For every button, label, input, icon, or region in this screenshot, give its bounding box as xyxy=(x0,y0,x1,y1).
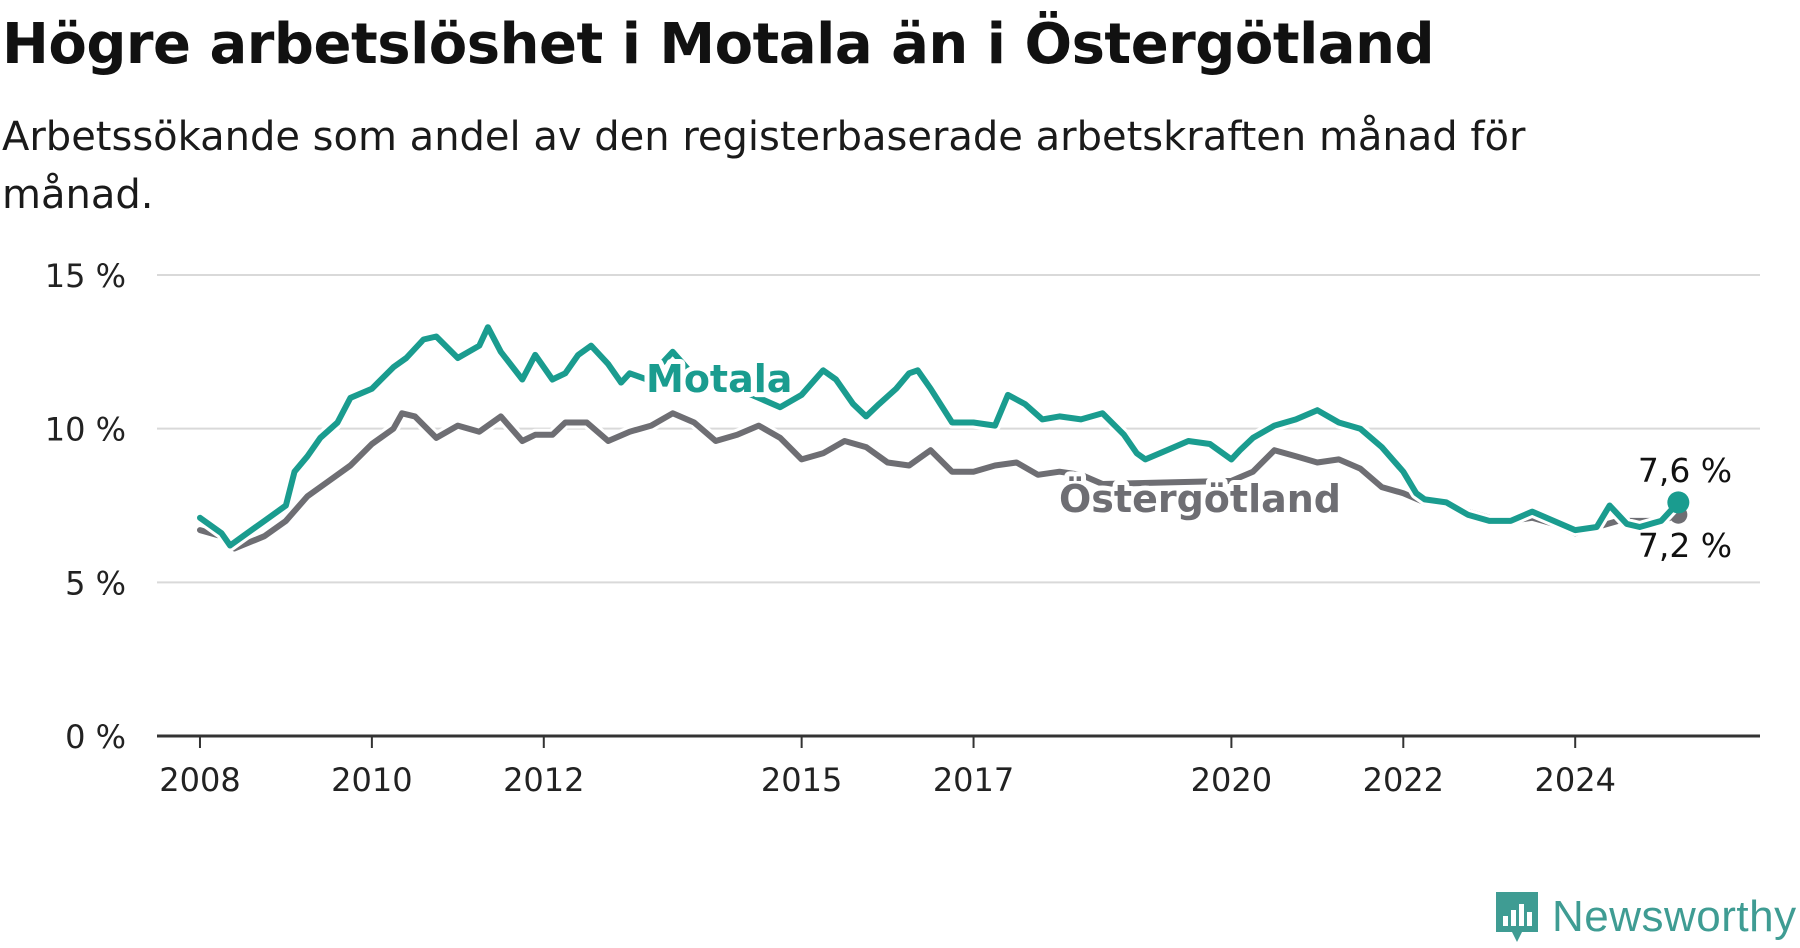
x-tick-label: 2020 xyxy=(1191,761,1272,799)
x-tick-label: 2010 xyxy=(331,761,412,799)
x-tick-label: 2008 xyxy=(159,761,240,799)
series-label-ostergotland: Östergötland xyxy=(1059,477,1341,521)
series-line-ostergotland xyxy=(197,410,1682,552)
end-value-label-motala: 7,6 % xyxy=(1638,451,1732,490)
chart-title: Högre arbetslöshet i Motala än i Östergö… xyxy=(2,12,1435,77)
series-label-motala: Motala xyxy=(646,357,792,401)
x-tick-label: 2017 xyxy=(933,761,1014,799)
y-tick-label: 0 % xyxy=(65,718,126,756)
x-axis: 2008 2010 2012 2015 2017 2020 2022 2024 xyxy=(157,734,1760,799)
x-tick-label: 2022 xyxy=(1363,761,1444,799)
series-line-motala xyxy=(197,324,1682,549)
y-tick-label: 15 % xyxy=(45,257,126,295)
x-tick-label: 2024 xyxy=(1534,761,1615,799)
series-lines xyxy=(194,321,1690,555)
y-tick-label: 10 % xyxy=(45,411,126,449)
series-end-point xyxy=(1667,491,1690,514)
series-halo xyxy=(194,407,1685,555)
newsworthy-logo-icon xyxy=(1496,892,1538,942)
series-halo xyxy=(194,321,1685,552)
newsworthy-brand: Newsworthy xyxy=(1492,888,1797,946)
y-tick-label: 5 % xyxy=(65,564,126,602)
x-tick-label: 2015 xyxy=(761,761,842,799)
y-axis-ticks: 0 % 5 % 10 % 15 % xyxy=(45,257,126,756)
end-value-label-ostergotland: 7,2 % xyxy=(1638,526,1732,565)
chart-subtitle: Arbetssökande som andel av den registerb… xyxy=(2,114,1526,218)
series-labels: Motala Östergötland 7,6 % 7,2 % xyxy=(641,352,1732,565)
x-tick-label: 2012 xyxy=(503,761,584,799)
brand-name: Newsworthy xyxy=(1552,892,1797,941)
